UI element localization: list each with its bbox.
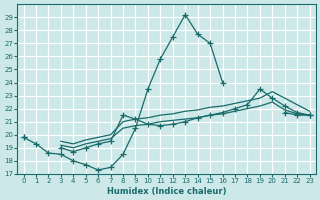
X-axis label: Humidex (Indice chaleur): Humidex (Indice chaleur) (107, 187, 226, 196)
